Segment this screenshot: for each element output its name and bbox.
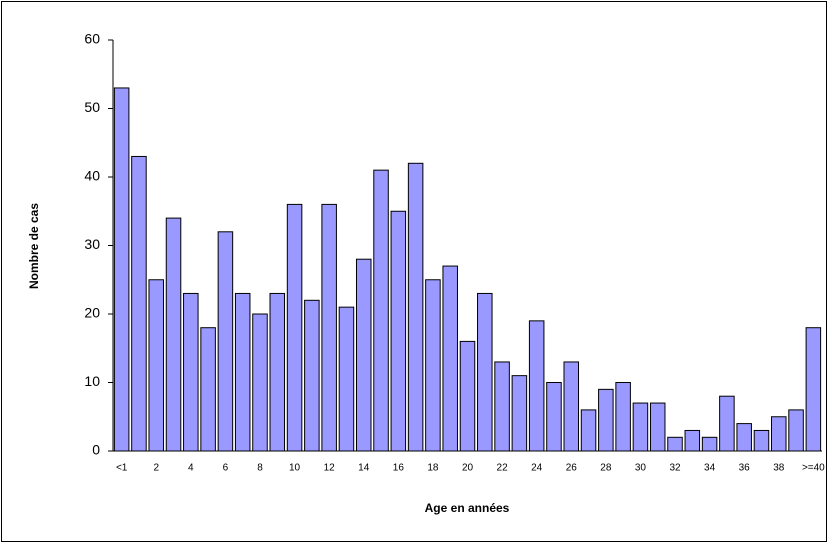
y-axis-label: Nombre de cas xyxy=(27,203,41,289)
bar xyxy=(580,409,597,452)
bar xyxy=(252,313,268,452)
x-tick-label: 12 xyxy=(324,463,336,474)
x-tick-label: 26 xyxy=(566,463,578,474)
bar xyxy=(390,210,407,452)
x-tick-label: 14 xyxy=(358,463,370,474)
x-tick-label: 20 xyxy=(462,463,474,474)
x-tick-label: 8 xyxy=(257,463,263,474)
x-axis-label: Age en années xyxy=(425,501,510,515)
bar xyxy=(598,388,614,452)
y-tick-label: 60 xyxy=(84,31,100,47)
x-tick-label: 4 xyxy=(188,463,194,474)
bar xyxy=(667,436,683,452)
x-tick-label: <1 xyxy=(116,463,128,474)
bar xyxy=(701,436,718,452)
bar xyxy=(494,361,510,452)
bar xyxy=(563,361,580,452)
bar xyxy=(442,265,458,452)
bar xyxy=(304,299,320,452)
x-tick-label: 22 xyxy=(497,463,509,474)
bar xyxy=(632,402,649,452)
bar xyxy=(459,340,476,452)
bar xyxy=(615,382,631,452)
y-tick-label: 20 xyxy=(84,305,100,321)
bar xyxy=(477,292,493,452)
bar xyxy=(788,409,804,452)
bar xyxy=(373,169,389,452)
bar xyxy=(684,429,701,452)
bar xyxy=(269,292,286,452)
bar xyxy=(286,203,303,452)
x-tick-label: 2 xyxy=(153,463,159,474)
bar xyxy=(407,162,424,452)
bar xyxy=(771,416,787,452)
x-tick-label: 10 xyxy=(289,463,301,474)
bar xyxy=(148,279,164,452)
bar xyxy=(736,423,752,452)
x-tick-label: 32 xyxy=(669,463,681,474)
y-tick-label: 0 xyxy=(92,442,100,458)
bar xyxy=(321,203,337,452)
bar xyxy=(200,327,216,452)
x-tick-label: >=40 xyxy=(802,463,825,474)
y-tick-label: 30 xyxy=(84,236,100,252)
y-tick-label: 40 xyxy=(84,168,100,184)
x-tick-label: 24 xyxy=(531,463,543,474)
bar xyxy=(217,231,234,452)
x-tick-label: 38 xyxy=(773,463,785,474)
x-tick-label: 34 xyxy=(704,463,716,474)
bar xyxy=(183,292,199,452)
y-tick-label: 50 xyxy=(84,99,100,115)
x-tick-label: 30 xyxy=(635,463,647,474)
y-tick-label: 10 xyxy=(84,373,100,389)
bar xyxy=(131,155,147,452)
bar xyxy=(234,292,251,452)
x-tick-label: 18 xyxy=(427,463,439,474)
bar xyxy=(753,429,770,452)
x-tick-label: 6 xyxy=(223,463,229,474)
bar xyxy=(355,258,372,452)
bar xyxy=(546,382,562,452)
x-tick-label: 16 xyxy=(393,463,405,474)
bar xyxy=(528,320,545,452)
bar xyxy=(338,306,355,452)
x-tick-label: 36 xyxy=(739,463,751,474)
bar xyxy=(165,217,182,452)
bar xyxy=(425,279,441,452)
x-tick-label: 28 xyxy=(600,463,612,474)
bar xyxy=(649,402,666,452)
bar xyxy=(511,375,528,452)
bar xyxy=(719,395,735,452)
bar xyxy=(113,87,130,452)
bar xyxy=(805,327,822,452)
